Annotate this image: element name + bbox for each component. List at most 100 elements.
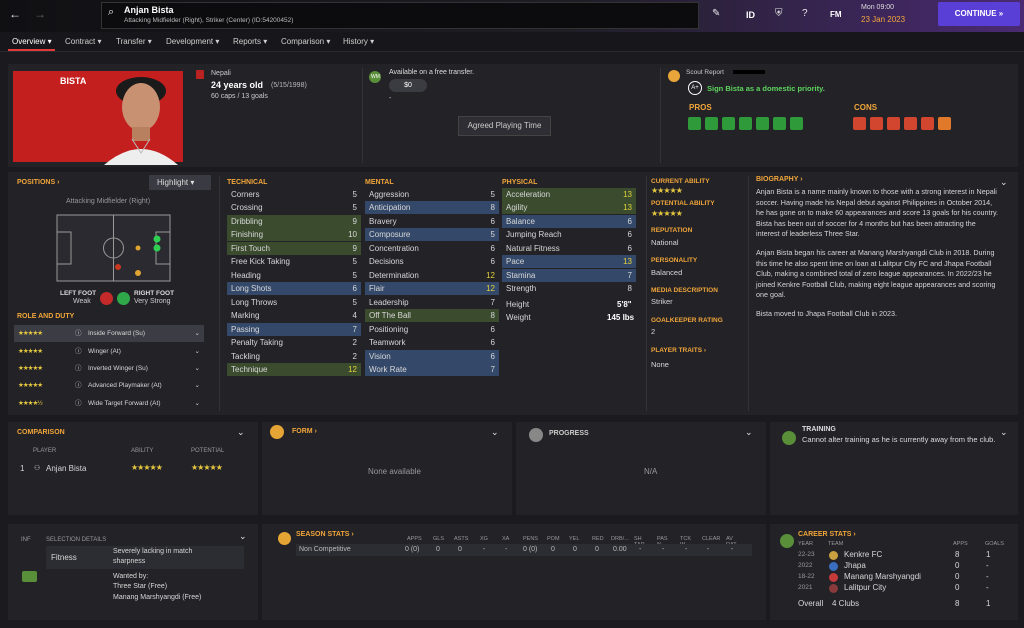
con-trait-icon[interactable] bbox=[887, 117, 900, 130]
attr-row[interactable]: Vision 6 bbox=[365, 350, 499, 363]
biography-link[interactable]: BIOGRAPHY › bbox=[756, 176, 803, 183]
pro-trait-icon[interactable] bbox=[756, 117, 769, 130]
attr-row[interactable]: Long Throws 5 bbox=[227, 296, 361, 309]
role-row[interactable]: ★★★★★ ⓘ Advanced Playmaker (At) ⌄ bbox=[14, 377, 204, 394]
attr-row[interactable]: Natural Fitness 6 bbox=[502, 242, 636, 255]
chevron-down-icon[interactable]: ⌄ bbox=[194, 365, 200, 372]
id-button[interactable]: ID bbox=[746, 10, 755, 20]
career-row[interactable]: 2022 Jhapa 0 - bbox=[798, 561, 1008, 572]
attr-row[interactable]: Finishing 10 bbox=[227, 228, 361, 241]
attr-row[interactable]: Aggression 5 bbox=[365, 188, 499, 201]
attr-row[interactable]: First Touch 9 bbox=[227, 242, 361, 255]
pro-trait-icon[interactable] bbox=[705, 117, 718, 130]
wanted-club[interactable]: Three Star (Free) bbox=[113, 583, 168, 590]
forward-arrow-icon[interactable]: → bbox=[34, 7, 46, 21]
attr-row[interactable]: Corners 5 bbox=[227, 188, 361, 201]
chevron-down-icon[interactable]: ⌄ bbox=[194, 330, 200, 337]
transfer-value-pill[interactable]: $0 bbox=[389, 79, 427, 92]
attr-row[interactable]: Acceleration 13 bbox=[502, 188, 636, 201]
attr-row[interactable]: Passing 7 bbox=[227, 323, 361, 336]
pro-trait-icon[interactable] bbox=[790, 117, 803, 130]
info-icon[interactable]: ⓘ bbox=[75, 400, 82, 407]
role-row[interactable]: ★★★★½ ⓘ Wide Target Forward (At) ⌄ bbox=[14, 395, 204, 412]
attr-row[interactable]: Work Rate 7 bbox=[365, 363, 499, 376]
role-row[interactable]: ★★★★★ ⓘ Inverted Winger (Su) ⌄ bbox=[14, 360, 204, 377]
career-row[interactable]: 2021 Lalitpur City 0 - bbox=[798, 583, 1008, 594]
pro-trait-icon[interactable] bbox=[739, 117, 752, 130]
help-icon[interactable]: ? bbox=[802, 8, 808, 19]
attr-row[interactable]: Anticipation 8 bbox=[365, 201, 499, 214]
attr-row[interactable]: Marking 4 bbox=[227, 309, 361, 322]
chevron-down-icon[interactable]: ⌄ bbox=[237, 427, 245, 437]
season-stats-link[interactable]: SEASON STATS › bbox=[296, 531, 354, 538]
highlight-dropdown[interactable]: Highlight ▾ bbox=[149, 175, 211, 190]
info-icon[interactable]: ⓘ bbox=[75, 348, 82, 355]
attr-row[interactable]: Determination 12 bbox=[365, 269, 499, 282]
attr-row[interactable]: Decisions 6 bbox=[365, 255, 499, 268]
attr-row[interactable]: Positioning 6 bbox=[365, 323, 499, 336]
attr-row[interactable]: Teamwork 6 bbox=[365, 336, 499, 349]
positions-heading[interactable]: POSITIONS › bbox=[17, 179, 60, 186]
season-stats-row[interactable] bbox=[296, 544, 752, 556]
chevron-down-icon[interactable]: ⌄ bbox=[194, 382, 200, 389]
career-stats-link[interactable]: CAREER STATS › bbox=[798, 531, 856, 538]
role-row[interactable]: ★★★★★ ⓘ Inside Forward (Su) ⌄ bbox=[14, 325, 204, 342]
chevron-down-icon[interactable]: ⌄ bbox=[745, 427, 753, 437]
attr-row[interactable]: Jumping Reach 6 bbox=[502, 228, 636, 241]
attr-row[interactable]: Strength 8 bbox=[502, 282, 636, 295]
tab-transfer[interactable]: Transfer ▾ bbox=[116, 37, 152, 46]
attr-row[interactable]: Penalty Taking 2 bbox=[227, 336, 361, 349]
attr-row[interactable]: Pace 13 bbox=[502, 255, 636, 268]
fm-menu-button[interactable]: FM bbox=[830, 10, 842, 19]
attr-row[interactable]: Flair 12 bbox=[365, 282, 499, 295]
info-icon[interactable]: ⓘ bbox=[75, 382, 82, 389]
con-trait-icon[interactable] bbox=[921, 117, 934, 130]
search-icon[interactable]: ⌕ bbox=[108, 6, 115, 18]
attr-row[interactable]: Heading 5 bbox=[227, 269, 361, 282]
continue-button[interactable]: CONTINUE » bbox=[938, 2, 1020, 26]
con-trait-icon[interactable] bbox=[870, 117, 883, 130]
attr-row[interactable]: Free Kick Taking 5 bbox=[227, 255, 361, 268]
chevron-down-icon[interactable]: ⌄ bbox=[491, 427, 499, 437]
attr-row[interactable]: Technique 12 bbox=[227, 363, 361, 376]
pro-trait-icon[interactable] bbox=[688, 117, 701, 130]
attr-row[interactable]: Composure 5 bbox=[365, 228, 499, 241]
pro-trait-icon[interactable] bbox=[773, 117, 786, 130]
attr-row[interactable]: Agility 13 bbox=[502, 201, 636, 214]
con-trait-icon[interactable] bbox=[853, 117, 866, 130]
wanted-club[interactable]: Manang Marshyangdi (Free) bbox=[113, 594, 202, 601]
career-row[interactable]: 22-23 Kenkre FC 8 1 bbox=[798, 550, 1008, 561]
chevron-down-icon[interactable]: ⌄ bbox=[1000, 427, 1008, 437]
info-icon[interactable]: ⓘ bbox=[75, 365, 82, 372]
comparison-player-name[interactable]: Anjan Bista bbox=[46, 464, 87, 473]
attr-row[interactable]: Long Shots 6 bbox=[227, 282, 361, 295]
agreed-playing-time-button[interactable]: Agreed Playing Time bbox=[458, 116, 551, 136]
role-row[interactable]: ★★★★★ ⓘ Winger (At) ⌄ bbox=[14, 343, 204, 360]
tab-reports[interactable]: Reports ▾ bbox=[233, 37, 268, 46]
chevron-down-icon[interactable]: ⌄ bbox=[194, 400, 200, 407]
tab-contract[interactable]: Contract ▾ bbox=[65, 37, 102, 46]
attr-row[interactable]: Stamina 7 bbox=[502, 269, 636, 282]
chevron-down-icon[interactable]: ⌄ bbox=[239, 531, 247, 541]
info-icon[interactable]: ⓘ bbox=[75, 330, 82, 337]
chevron-down-icon[interactable]: ⌄ bbox=[1000, 177, 1008, 187]
con-trait-icon[interactable] bbox=[904, 117, 917, 130]
tab-overview[interactable]: Overview ▾ bbox=[12, 37, 52, 46]
attr-row[interactable]: Dribbling 9 bbox=[227, 215, 361, 228]
attr-row[interactable]: Tackling 2 bbox=[227, 350, 361, 363]
back-arrow-icon[interactable]: ← bbox=[9, 7, 21, 21]
chevron-down-icon[interactable]: ⌄ bbox=[194, 348, 200, 355]
attr-row[interactable]: Crossing 5 bbox=[227, 201, 361, 214]
attr-row[interactable]: Concentration 6 bbox=[365, 242, 499, 255]
attr-row[interactable]: Leadership 7 bbox=[365, 296, 499, 309]
attr-row[interactable]: Balance 6 bbox=[502, 215, 636, 228]
career-row[interactable]: 18-22 Manang Marshyangdi 0 - bbox=[798, 572, 1008, 583]
club-crest-icon[interactable]: ⛨ bbox=[775, 8, 783, 19]
player-traits-link[interactable]: PLAYER TRAITS › bbox=[651, 347, 707, 354]
attr-row[interactable]: Bravery 6 bbox=[365, 215, 499, 228]
edit-pencil-icon[interactable]: ✎ bbox=[712, 8, 721, 19]
tab-development[interactable]: Development ▾ bbox=[166, 37, 220, 46]
player-search-box[interactable] bbox=[101, 2, 699, 29]
pro-trait-icon[interactable] bbox=[722, 117, 735, 130]
form-link[interactable]: FORM › bbox=[292, 428, 317, 435]
